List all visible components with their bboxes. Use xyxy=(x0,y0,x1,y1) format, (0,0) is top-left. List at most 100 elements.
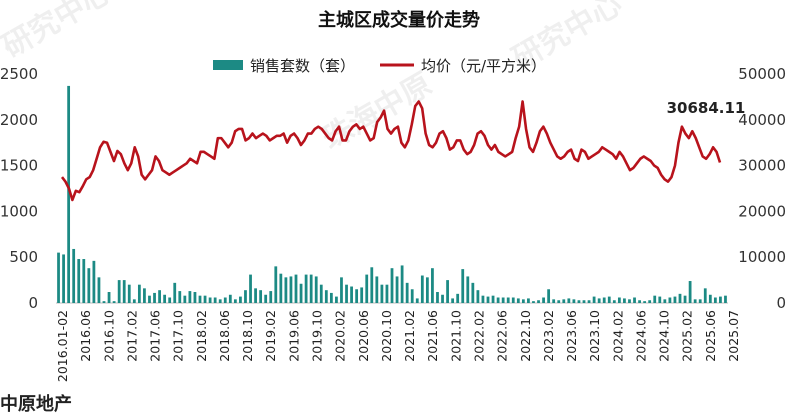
bar xyxy=(516,298,520,303)
bar xyxy=(143,288,146,303)
bar xyxy=(183,295,187,303)
bar xyxy=(390,268,394,303)
bar xyxy=(153,292,156,303)
bar xyxy=(304,274,308,303)
bar xyxy=(643,301,647,303)
bar xyxy=(107,292,111,303)
bar xyxy=(228,294,232,303)
bar xyxy=(395,276,399,303)
bar xyxy=(274,266,278,303)
bar xyxy=(223,297,227,303)
bar xyxy=(122,280,126,303)
bar xyxy=(557,300,561,303)
bar xyxy=(486,296,490,303)
bar xyxy=(92,260,96,303)
legend-bar-swatch xyxy=(213,60,243,70)
bar xyxy=(607,296,611,303)
bar xyxy=(193,292,197,303)
bar xyxy=(698,299,702,303)
bar xyxy=(198,295,202,303)
bar xyxy=(638,300,641,303)
bar xyxy=(481,295,485,303)
bar xyxy=(547,289,551,303)
bar xyxy=(653,295,657,303)
bar xyxy=(239,296,242,303)
bar xyxy=(567,298,571,303)
bar xyxy=(678,293,682,303)
bar xyxy=(173,282,177,303)
x-tick-label: 2025.02 xyxy=(680,310,695,362)
bar xyxy=(97,277,101,303)
bar xyxy=(340,277,343,303)
bar xyxy=(431,268,434,303)
x-tick-label: 2022.02 xyxy=(472,310,487,362)
bar xyxy=(719,296,722,303)
x-tick-label: 2025.06 xyxy=(703,310,718,362)
bar xyxy=(602,297,606,303)
bar xyxy=(249,274,252,303)
bar xyxy=(355,289,359,303)
bar xyxy=(208,297,212,303)
bar xyxy=(319,284,323,303)
price-line xyxy=(60,100,722,202)
x-tick-label: 2016.01-02 xyxy=(55,310,70,382)
bar xyxy=(117,280,121,303)
bar xyxy=(688,281,692,303)
bar xyxy=(617,297,621,303)
bar xyxy=(491,295,495,303)
bar xyxy=(446,280,449,303)
bar xyxy=(415,298,419,303)
bar xyxy=(203,295,207,303)
x-tick-label: 2022.06 xyxy=(495,310,510,362)
right-tick-label: 50000 xyxy=(738,65,786,83)
bar xyxy=(168,297,172,303)
x-tick-label: 2023.10 xyxy=(587,310,602,362)
brand-logo-text: 中原地产 xyxy=(0,393,72,414)
x-axis: 2016.01-02 2016.06 2016.10 2017.02 2017.06 20… xyxy=(55,310,741,382)
left-tick-label: 1000 xyxy=(0,202,38,220)
bar xyxy=(329,292,333,303)
bar xyxy=(233,299,237,303)
left-tick-label: 1500 xyxy=(0,157,38,175)
bar xyxy=(506,297,510,303)
bar xyxy=(87,268,91,303)
right-tick-label: 20000 xyxy=(738,202,786,220)
bar xyxy=(466,276,470,303)
bar xyxy=(385,284,389,303)
bar xyxy=(299,283,303,303)
bar xyxy=(628,299,631,303)
x-tick-label: 2020.02 xyxy=(333,310,348,362)
legend: 销售套数（套） 均价（元/平方米） xyxy=(213,57,546,75)
bar xyxy=(360,287,364,303)
x-tick-label: 2025.07 xyxy=(726,310,741,362)
bar xyxy=(279,273,283,303)
bar xyxy=(102,301,106,303)
bar xyxy=(658,296,662,303)
legend-bar-label: 销售套数（套） xyxy=(250,57,355,75)
bar xyxy=(127,284,131,303)
bar xyxy=(82,259,86,303)
bar xyxy=(259,290,263,303)
x-tick-label: 2024.06 xyxy=(633,310,648,362)
bar xyxy=(425,277,429,303)
bar xyxy=(537,300,540,303)
bar xyxy=(163,294,167,303)
x-tick-label: 2018.06 xyxy=(217,310,232,362)
last-value-annotation: 30684.11 xyxy=(667,99,746,117)
bar xyxy=(112,301,116,303)
right-axis: 0 10000 20000 30000 40000 50000 xyxy=(738,65,786,312)
chart-title: 主城区成交量价走势 xyxy=(318,9,480,31)
left-axis: 0 500 1000 1500 2000 2500 xyxy=(0,65,38,312)
bar xyxy=(213,297,217,303)
bar xyxy=(365,274,369,303)
bar xyxy=(314,276,318,303)
bar xyxy=(67,85,71,303)
bar xyxy=(713,297,717,303)
bar xyxy=(309,274,313,303)
bar xyxy=(269,291,273,303)
left-tick-label: 500 xyxy=(9,248,38,266)
x-tick-label: 2020.06 xyxy=(356,310,371,362)
bar xyxy=(724,295,727,303)
bar xyxy=(623,298,626,303)
